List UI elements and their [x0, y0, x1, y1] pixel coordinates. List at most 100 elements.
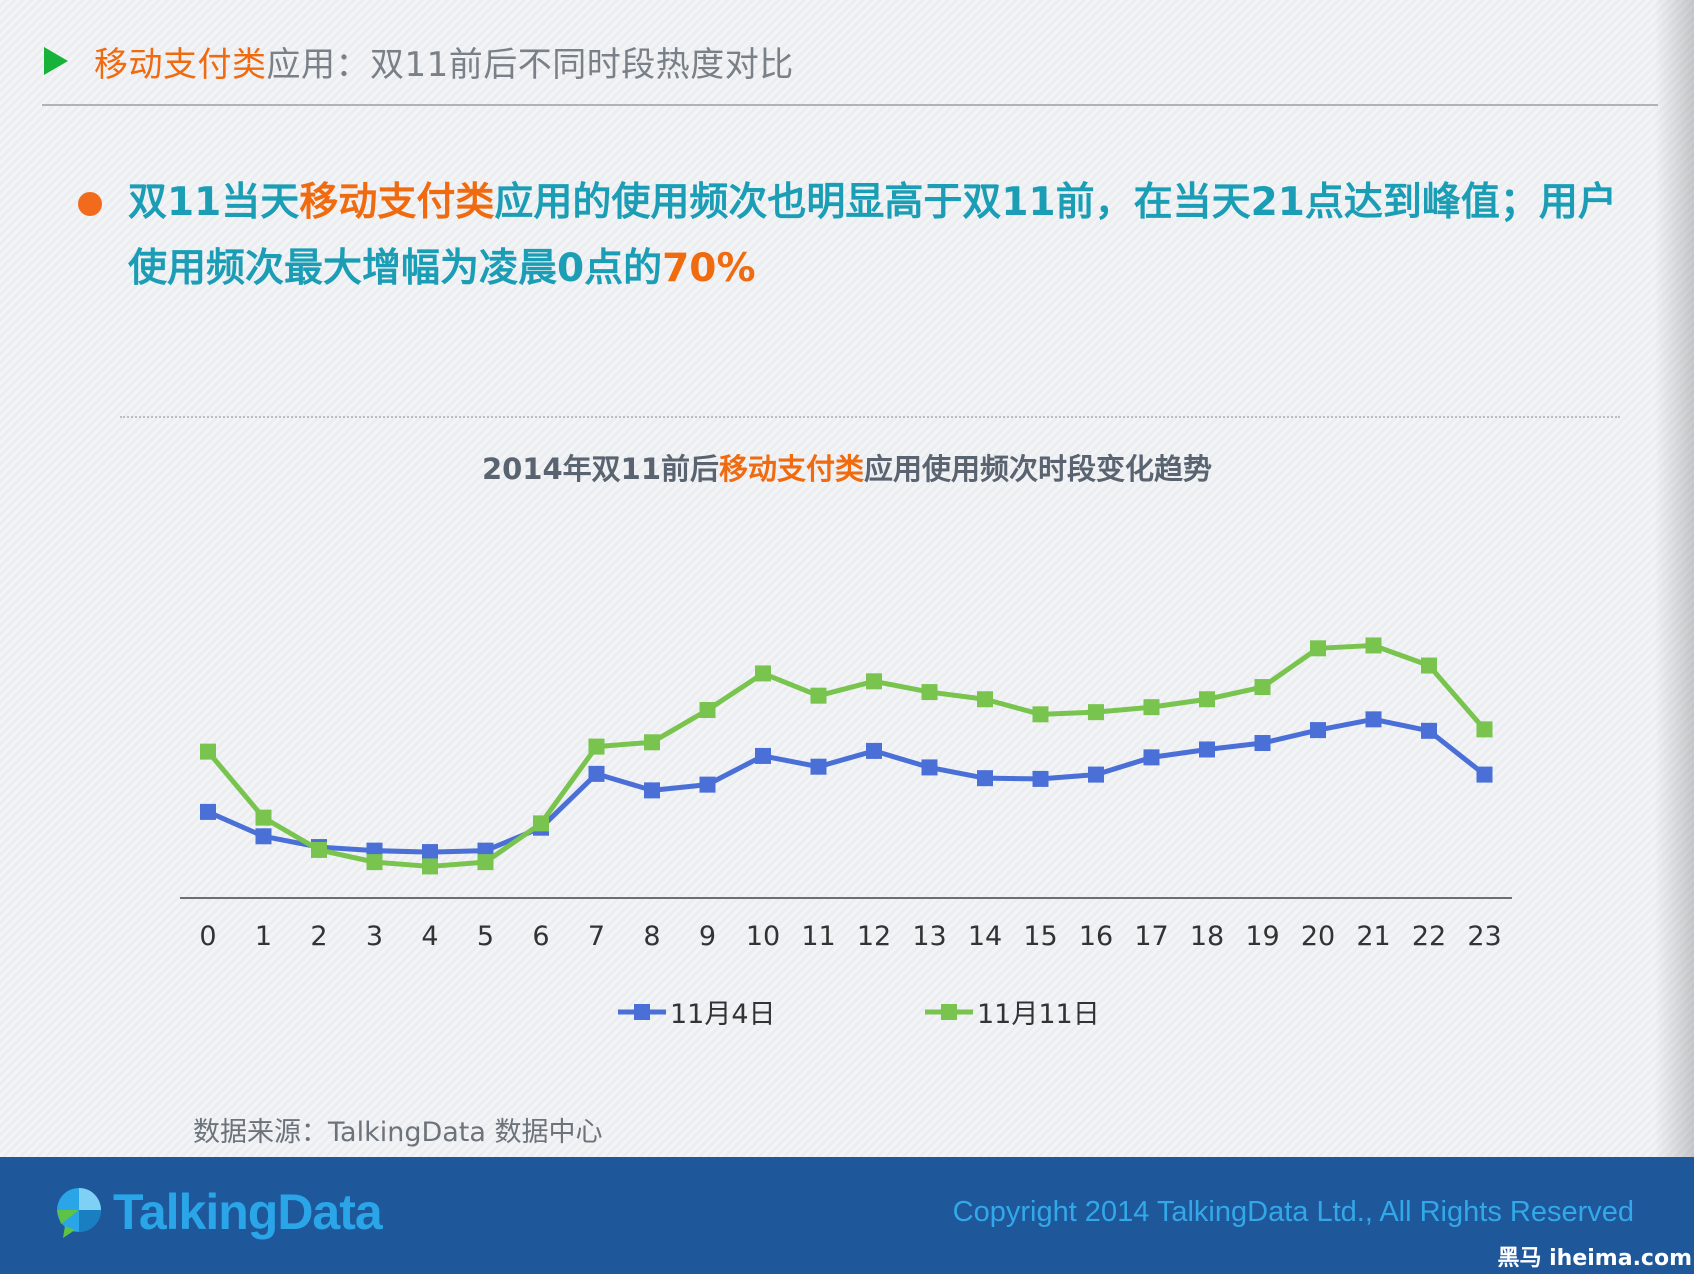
legend-item: 11月11日 — [925, 999, 1100, 1030]
x-tick-label: 17 — [1134, 921, 1168, 952]
x-tick-label: 2 — [310, 921, 327, 952]
chart-title: 2014年双11前后移动支付类应用使用频次时段变化趋势 — [0, 446, 1694, 488]
x-tick-label: 0 — [199, 921, 216, 952]
data-point — [1032, 706, 1049, 723]
x-tick-label: 1 — [255, 921, 272, 952]
series-line — [206, 642, 1487, 869]
bullet-seg: 双 — [128, 180, 168, 225]
x-tick-label: 14 — [968, 921, 1002, 952]
page-title: 移动支付类应用：双11前后不同时段热度对比 — [94, 37, 794, 86]
x-tick-label: 18 — [1190, 921, 1224, 952]
x-tick-label: 23 — [1467, 921, 1501, 952]
slide-edge-shadow — [1654, 0, 1694, 1157]
bullet-seg: 0 — [557, 246, 585, 291]
title-highlight: 移动支付类 — [94, 44, 267, 85]
logo-text: TalkingData — [113, 1184, 383, 1240]
data-point — [1421, 657, 1437, 674]
header-divider — [42, 104, 1658, 106]
x-tick-label: 15 — [1023, 921, 1057, 952]
data-point — [255, 828, 272, 845]
data-point — [1199, 741, 1215, 758]
data-point — [921, 759, 938, 776]
data-point — [1310, 722, 1326, 739]
data-point — [1254, 679, 1271, 696]
series-line — [206, 716, 1487, 855]
x-tick-label: 8 — [643, 921, 660, 952]
bullet-seg: 点达到峰值；用户使用频次最大增幅为凌晨 — [128, 180, 1617, 291]
summary-bullet: 双11当天移动支付类应用的使用频次也明显高于双11前，在当天21点达到峰值；用户… — [128, 170, 1618, 302]
legend-label: 11月4日 — [670, 999, 776, 1030]
x-tick-label: 9 — [699, 921, 716, 952]
data-point — [1310, 640, 1326, 657]
data-point — [866, 673, 882, 690]
data-point — [1421, 722, 1437, 739]
bullet-seg: 应用的使用频次也明显高于双 — [494, 180, 1002, 225]
bullet-seg: 前，在当天 — [1055, 180, 1251, 225]
data-point — [1088, 704, 1104, 721]
bullet-seg-highlight: 70% — [662, 246, 756, 291]
x-tick-label: 20 — [1301, 921, 1335, 952]
data-point — [1365, 637, 1382, 654]
data-point — [1476, 766, 1493, 783]
x-tick-label: 19 — [1245, 921, 1279, 952]
data-point — [422, 844, 438, 861]
x-tick-label: 3 — [366, 921, 383, 952]
data-point — [1476, 721, 1493, 738]
x-tick-label: 22 — [1412, 921, 1446, 952]
x-tick-label: 21 — [1356, 921, 1390, 952]
data-point — [477, 854, 494, 871]
data-point — [644, 782, 660, 799]
x-tick-label: 12 — [857, 921, 891, 952]
bullet-seg: 21 — [1250, 180, 1305, 225]
data-point — [533, 815, 549, 832]
data-source-note: 数据来源：TalkingData 数据中心 — [193, 1117, 603, 1148]
data-point — [755, 747, 771, 764]
logo-icon — [57, 1188, 101, 1238]
x-tick-label: 10 — [746, 921, 780, 952]
data-point — [921, 684, 938, 701]
chart-title-seg: 应用使用频次时段变化趋势 — [864, 452, 1213, 486]
data-point — [866, 742, 882, 759]
data-point — [311, 841, 327, 858]
data-point — [200, 803, 216, 820]
data-point — [255, 809, 272, 826]
legend-marker — [634, 1004, 650, 1020]
data-point — [810, 687, 827, 704]
footer-bar — [0, 1157, 1694, 1274]
data-point — [1199, 691, 1215, 708]
page-header: 移动支付类应用：双11前后不同时段热度对比 — [44, 36, 794, 86]
watermark: 黑马 iheima.com — [1497, 1246, 1692, 1271]
data-point — [699, 776, 716, 793]
title-rest: 应用：双11前后不同时段热度对比 — [266, 44, 794, 85]
play-triangle-icon — [44, 47, 68, 75]
series-layer — [200, 637, 1493, 875]
bullet-seg: 11 — [167, 180, 222, 225]
data-point — [810, 758, 827, 775]
x-tick-label: 13 — [912, 921, 946, 952]
data-point — [1365, 711, 1382, 728]
data-point — [644, 734, 660, 751]
x-tick-labels: 0 1 2 3 4 5 6 7 8 9 10 11 12 13 14 15 16 17 18 19 20 21 22 23 — [199, 921, 1501, 952]
bullet-seg: 当天 — [221, 180, 300, 225]
data-point — [699, 702, 716, 719]
data-point — [977, 770, 993, 787]
x-tick-label: 4 — [421, 921, 438, 952]
data-point — [1088, 766, 1104, 783]
x-tick-label: 6 — [532, 921, 549, 952]
data-point — [1254, 735, 1271, 752]
section-divider — [120, 416, 1620, 418]
chart-title-seg: 2014年双11前后 — [481, 452, 720, 486]
data-point — [977, 691, 993, 708]
bullet-seg: 11 — [1001, 180, 1056, 225]
bullet-seg-highlight: 移动支付类 — [299, 180, 495, 225]
data-point — [200, 743, 216, 760]
x-tick-label: 7 — [588, 921, 605, 952]
data-point — [366, 854, 383, 871]
bullet-seg: 点的 — [584, 246, 663, 291]
talkingdata-logo: TalkingData — [55, 1183, 383, 1241]
series-1 — [200, 711, 1493, 861]
legend-marker — [941, 1004, 957, 1020]
bullet-dot-icon — [78, 192, 102, 216]
data-point — [422, 858, 438, 875]
